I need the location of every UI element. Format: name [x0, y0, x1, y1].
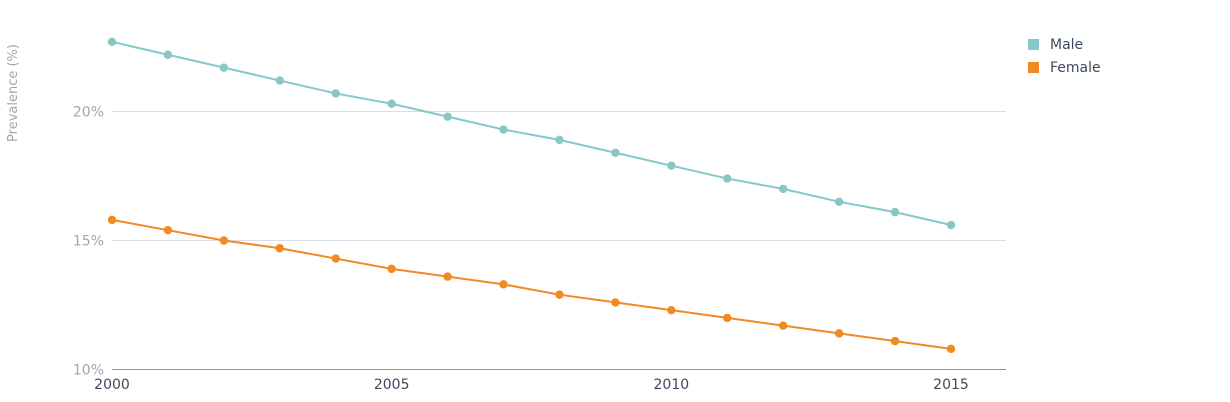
data-point[interactable] [779, 184, 788, 194]
x-tick-label: 2015 [933, 377, 969, 393]
data-point[interactable] [555, 290, 564, 299]
data-point[interactable] [667, 305, 676, 315]
data-point[interactable] [499, 125, 508, 134]
data-point[interactable] [219, 236, 229, 245]
y-tick-label: 20% [73, 105, 104, 121]
data-point[interactable] [387, 264, 396, 274]
grid-lines [112, 111, 1006, 370]
legend: Male Female [1028, 33, 1101, 79]
y-tick-label: 15% [73, 234, 104, 250]
data-point[interactable] [163, 225, 173, 235]
series-line-female [111, 218, 952, 350]
data-point[interactable] [219, 63, 229, 72]
data-point[interactable] [946, 220, 956, 230]
y-axis-ticks: 20% 15% 10% [73, 105, 104, 379]
legend-item-female[interactable]: Female [1028, 56, 1101, 79]
data-point[interactable] [387, 99, 396, 108]
data-point[interactable] [331, 254, 340, 263]
data-point[interactable] [275, 76, 284, 85]
legend-label: Male [1050, 36, 1084, 53]
y-axis-label: Prevalence (%) [6, 44, 21, 142]
data-point[interactable] [611, 148, 620, 157]
data-point[interactable] [331, 89, 340, 98]
data-point[interactable] [555, 135, 564, 145]
legend-swatch-male [1028, 39, 1039, 50]
x-tick-label: 2005 [374, 377, 410, 393]
data-point[interactable] [611, 298, 620, 307]
series-female [107, 215, 956, 354]
data-point[interactable] [443, 272, 452, 281]
series-line-male [111, 40, 952, 226]
data-point[interactable] [834, 197, 844, 206]
series-group [107, 37, 956, 354]
data-point[interactable] [723, 174, 732, 183]
legend-swatch-female [1028, 62, 1039, 73]
data-point[interactable] [779, 321, 788, 330]
x-tick-label: 2000 [94, 377, 130, 393]
data-point[interactable] [163, 50, 173, 59]
series-male [107, 37, 956, 230]
data-point[interactable] [499, 280, 508, 289]
y-tick-label: 10% [73, 363, 104, 379]
legend-label: Female [1050, 59, 1101, 76]
data-point[interactable] [946, 344, 956, 354]
data-point[interactable] [667, 161, 676, 170]
data-point[interactable] [107, 37, 117, 47]
data-point[interactable] [890, 336, 900, 346]
data-point[interactable] [443, 112, 452, 121]
data-point[interactable] [834, 329, 844, 338]
data-point[interactable] [723, 313, 732, 323]
data-point[interactable] [275, 244, 284, 253]
data-point[interactable] [890, 207, 900, 217]
x-axis-ticks: 2000 2005 2010 2015 [94, 377, 969, 393]
x-tick-label: 2010 [654, 377, 690, 393]
data-point[interactable] [107, 215, 117, 225]
legend-item-male[interactable]: Male [1028, 33, 1101, 56]
